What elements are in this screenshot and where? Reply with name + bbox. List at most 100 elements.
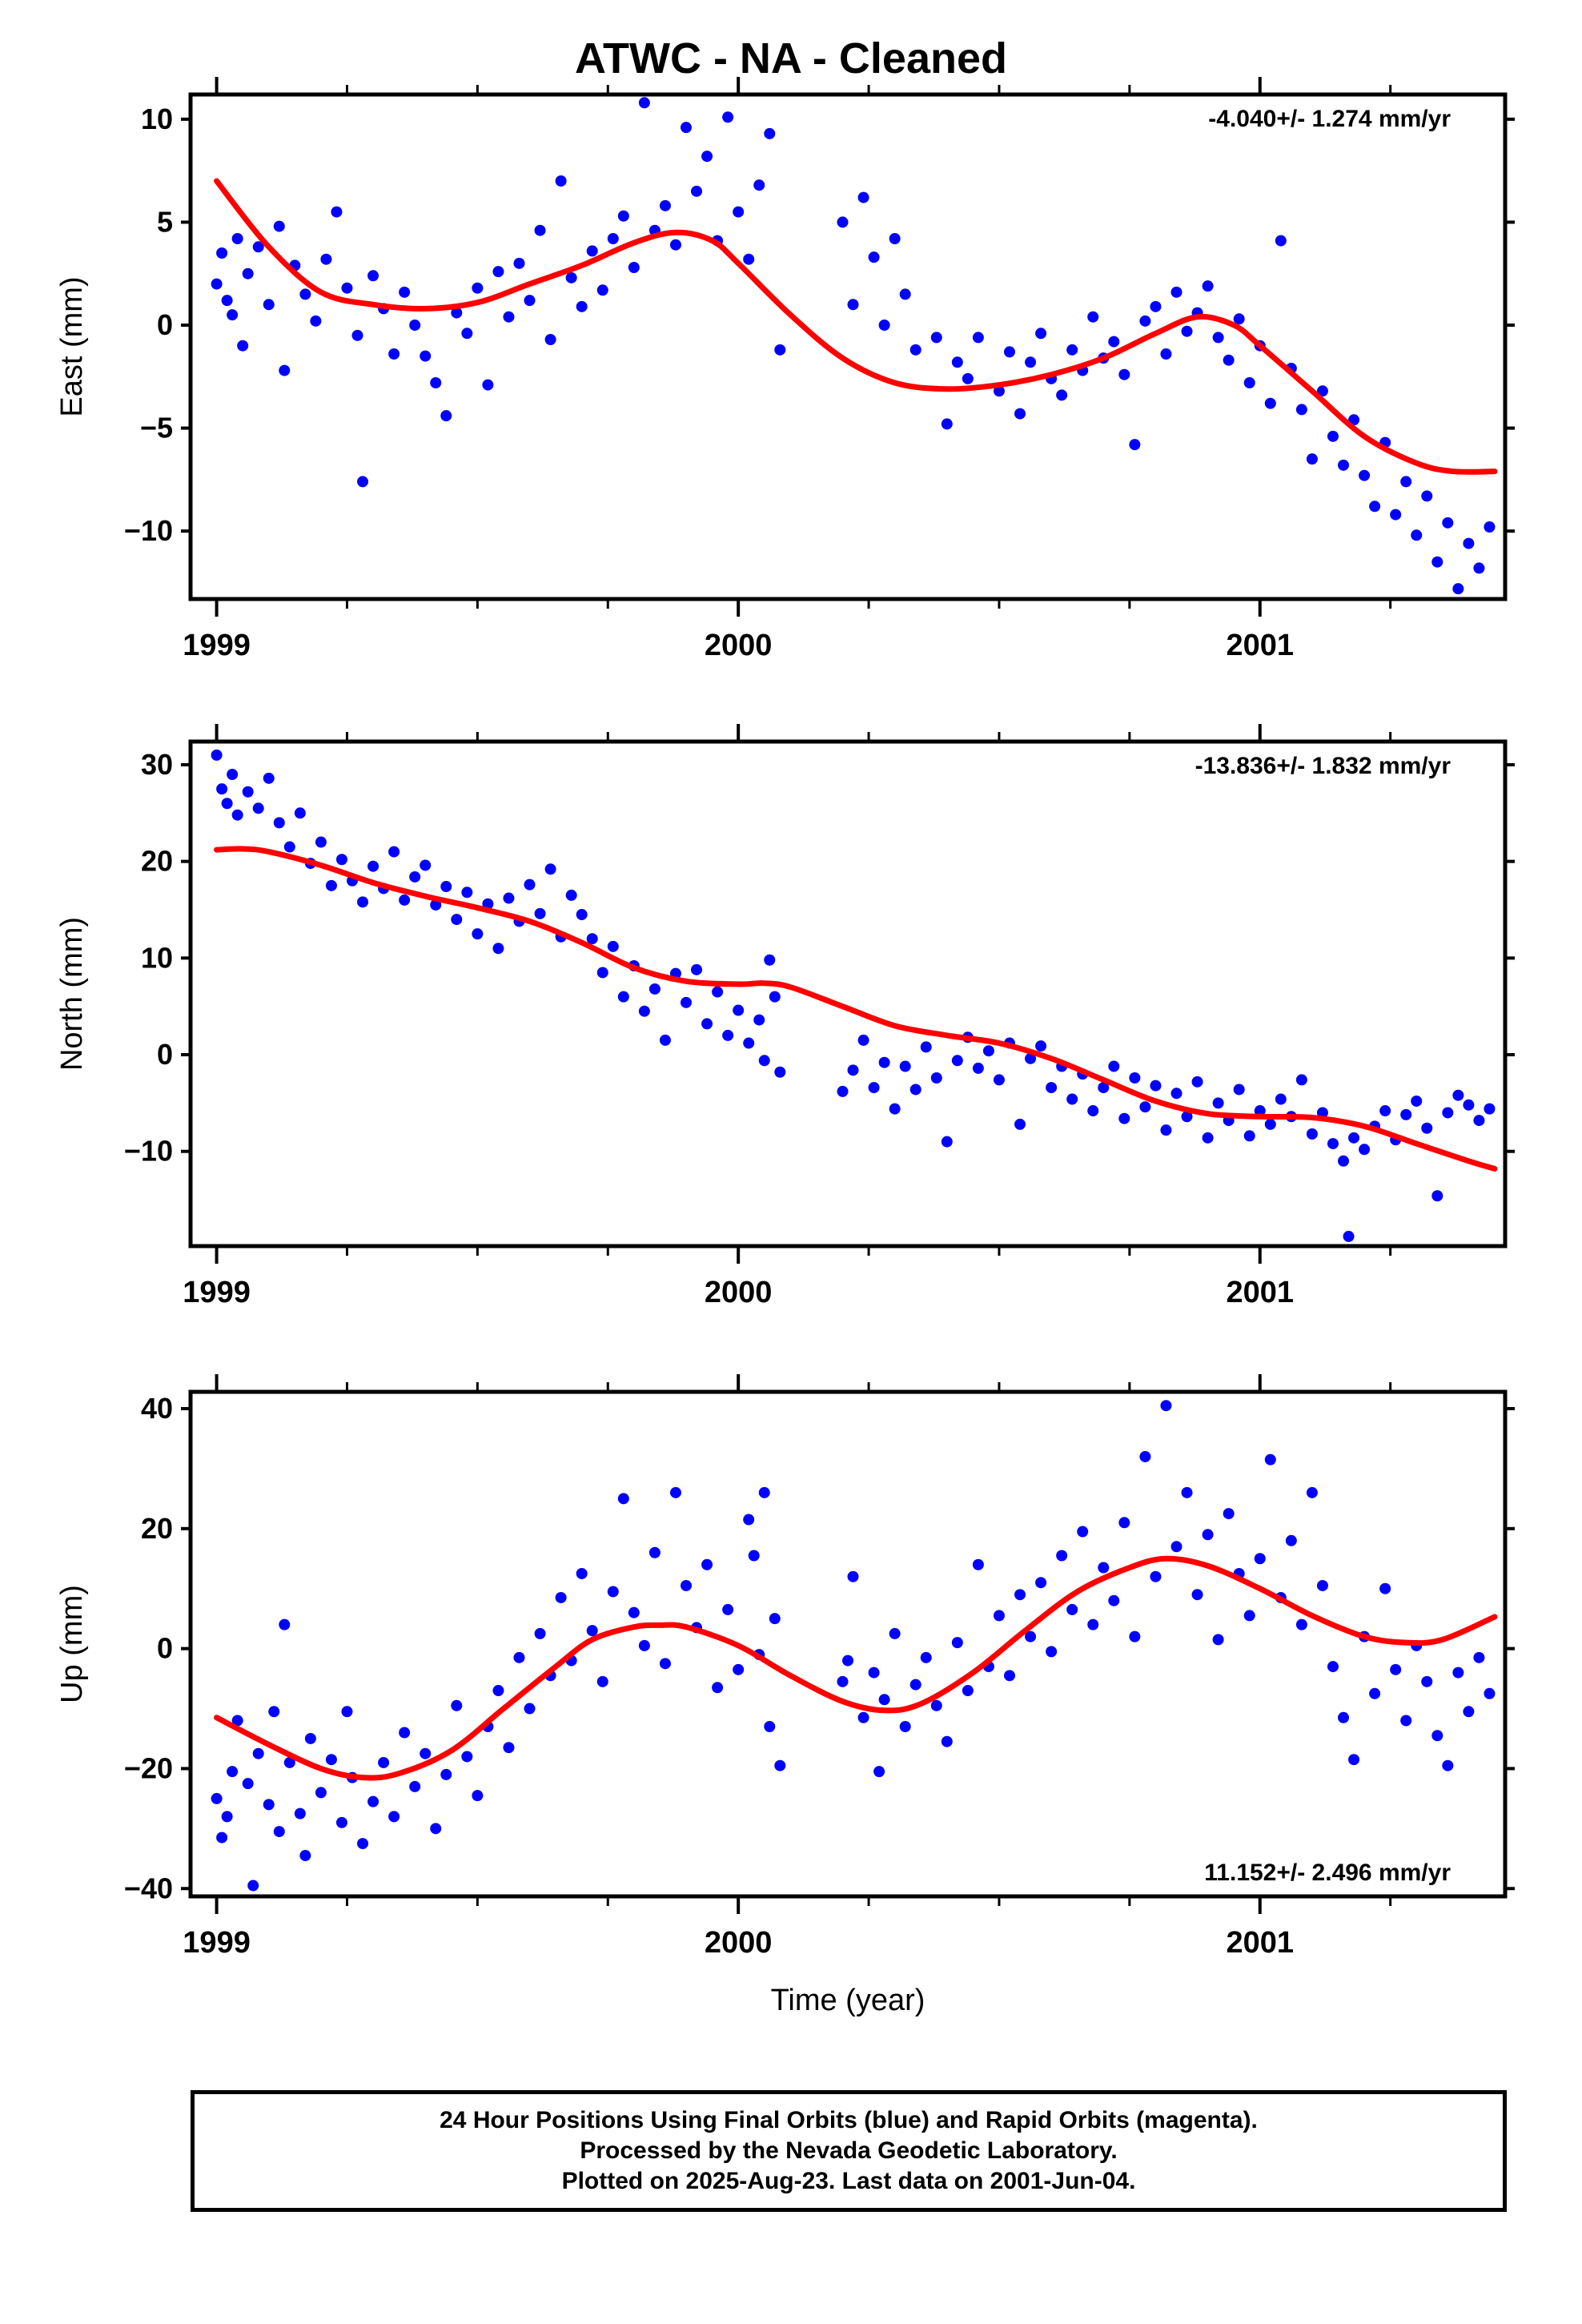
up-data-point	[1338, 1711, 1350, 1723]
up-data-point	[1025, 1630, 1037, 1642]
north-data-point	[930, 1072, 942, 1084]
up-data-point	[211, 1792, 223, 1804]
north-data-point	[451, 914, 463, 926]
east-data-point	[451, 307, 463, 319]
up-data-point	[1327, 1661, 1339, 1673]
up-data-point	[1254, 1553, 1266, 1565]
north-data-point	[273, 817, 285, 829]
north-data-point	[216, 783, 228, 795]
east-data-point	[930, 332, 942, 344]
up-data-point	[1348, 1754, 1360, 1766]
east-data-point	[941, 418, 953, 430]
east-data-point	[596, 284, 608, 296]
east-data-point	[868, 251, 880, 263]
up-data-point	[837, 1675, 849, 1687]
north-data-point	[1087, 1105, 1099, 1117]
east-data-point	[764, 127, 776, 139]
up-data-point	[283, 1756, 295, 1768]
up-xlabel: Time (year)	[771, 1984, 926, 2017]
east-data-point	[993, 385, 1005, 397]
up-data-point	[909, 1679, 921, 1691]
east-data-point	[628, 262, 640, 273]
north-data-point	[1035, 1040, 1047, 1052]
up-data-point	[409, 1780, 421, 1792]
east-plot-frame	[188, 92, 1508, 601]
up-panel: 40 20 0 −20 −40 1999 2000 2001 Up (mm) Time (year…	[55, 1374, 1515, 2017]
up-data-point	[367, 1795, 379, 1807]
north-data-point	[227, 769, 239, 781]
up-data-point	[279, 1618, 291, 1630]
east-data-point	[607, 233, 619, 244]
east-ytick-label: 0	[157, 308, 173, 341]
east-data-point	[544, 334, 556, 345]
north-data-point	[889, 1103, 901, 1115]
up-data-point	[873, 1766, 885, 1778]
north-data-point	[1275, 1093, 1287, 1105]
north-data-point	[283, 841, 295, 853]
up-data-point	[304, 1732, 316, 1744]
east-data-point	[252, 241, 264, 253]
east-data-point	[211, 278, 223, 290]
up-data-point	[252, 1747, 264, 1759]
north-data-point	[1191, 1076, 1203, 1088]
up-data-point	[231, 1715, 243, 1727]
east-data-point	[1202, 280, 1214, 292]
east-data-point	[1108, 336, 1120, 348]
east-data-point	[1264, 397, 1276, 409]
up-data-point	[1046, 1646, 1058, 1658]
up-data-point	[461, 1751, 473, 1763]
east-data-point	[1306, 453, 1318, 465]
north-data-point	[1212, 1097, 1224, 1109]
north-data-point	[534, 907, 546, 919]
up-data-point	[534, 1627, 546, 1639]
up-data-point	[669, 1486, 681, 1498]
north-data-point	[909, 1084, 921, 1096]
north-data-point	[1379, 1105, 1391, 1117]
north-data-point	[1181, 1111, 1193, 1123]
east-data-point	[1223, 354, 1235, 366]
east-data-point	[367, 270, 379, 282]
north-plot-frame	[188, 739, 1508, 1248]
up-data-point	[440, 1768, 452, 1780]
up-data-point	[1181, 1486, 1193, 1498]
north-data-point	[769, 991, 781, 1003]
up-data-point	[1056, 1550, 1068, 1562]
east-ylabel: East (mm)	[55, 276, 89, 416]
north-ytick-label: 0	[157, 1038, 173, 1071]
east-data-point	[565, 271, 577, 283]
north-data-point	[1160, 1124, 1172, 1136]
north-data-point	[972, 1062, 984, 1074]
up-data-point	[774, 1759, 786, 1771]
up-data-point	[1170, 1541, 1182, 1553]
up-data-point	[878, 1694, 890, 1706]
up-data-point	[273, 1826, 285, 1838]
east-data-point	[1369, 501, 1381, 513]
east-data-point	[889, 233, 901, 244]
east-data-point	[482, 379, 494, 391]
east-data-point	[1452, 583, 1464, 595]
north-data-point	[1233, 1084, 1245, 1096]
up-data-point	[1264, 1454, 1276, 1466]
north-data-point	[648, 983, 661, 995]
north-data-point	[733, 1004, 745, 1016]
up-data-point	[1463, 1706, 1475, 1718]
up-data-point	[294, 1807, 306, 1819]
east-data-point	[227, 309, 239, 321]
north-data-point	[461, 887, 473, 899]
east-data-point	[513, 257, 525, 269]
north-data-point	[596, 967, 608, 979]
up-xtick-label: 2000	[705, 1926, 773, 1960]
east-data-point	[242, 267, 254, 279]
north-data-point	[586, 933, 598, 945]
up-data-point	[712, 1682, 724, 1694]
north-data-point	[1452, 1089, 1464, 1101]
up-fit-curve	[214, 1555, 1498, 1781]
north-data-point	[847, 1064, 859, 1076]
north-data-point	[1066, 1093, 1078, 1105]
north-data-point	[617, 991, 629, 1003]
up-data-point	[748, 1550, 760, 1562]
up-data-point	[399, 1727, 411, 1739]
east-data-point	[1160, 348, 1172, 360]
east-data-point	[837, 216, 849, 228]
up-data-point	[941, 1735, 953, 1747]
